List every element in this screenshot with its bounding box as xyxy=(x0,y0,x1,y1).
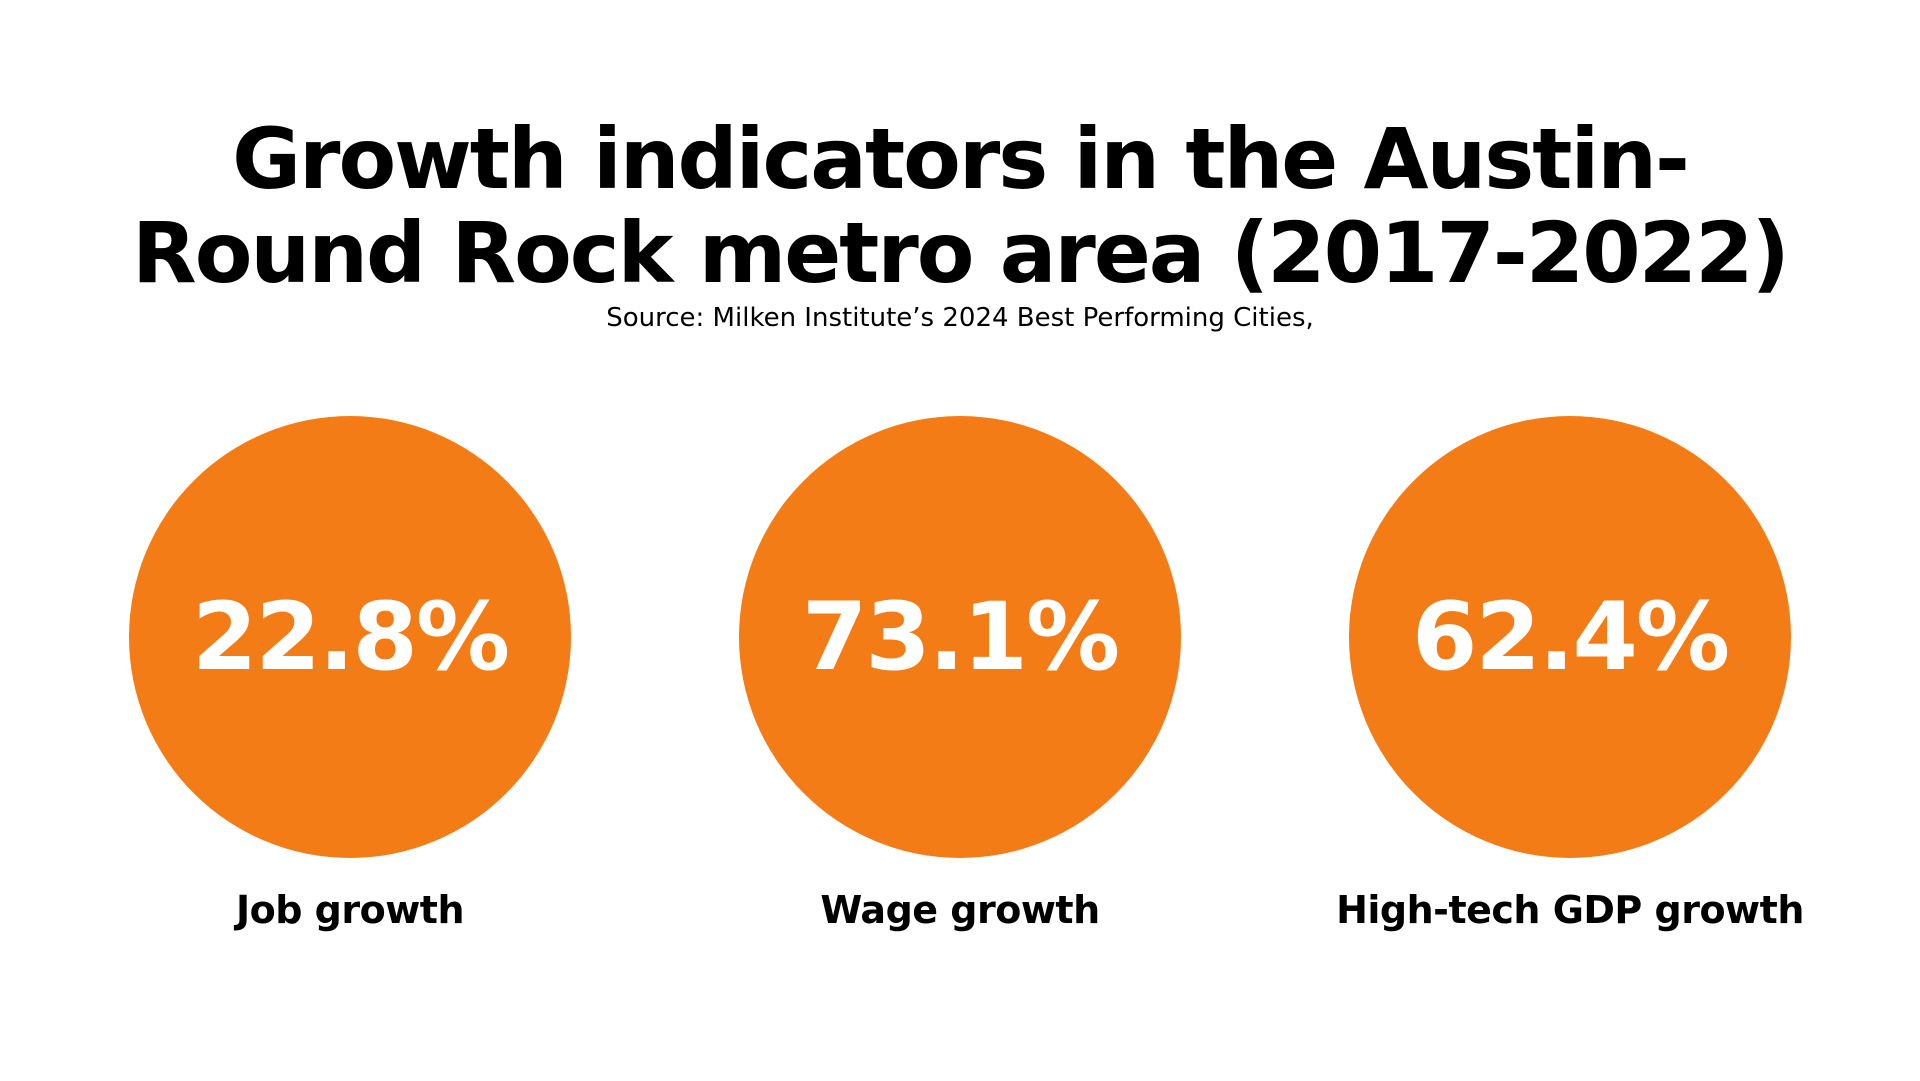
chart-title-line-1: Growth indicators in the Austin- xyxy=(232,110,1690,208)
source-note: Source: Milken Institute’s 2024 Best Per… xyxy=(606,303,1314,333)
chart-title-line-2: Round Rock metro area (2017-2022) xyxy=(132,204,1790,302)
stat-value: 73.1% xyxy=(801,582,1120,692)
stat-circle: 62.4% xyxy=(1349,416,1791,858)
stat-high-tech-gdp-growth: 62.4% High-tech GDP growth xyxy=(1220,416,1920,936)
chart-title: Growth indicators in the Austin- Round R… xyxy=(0,112,1920,300)
stat-job-growth: 22.8% Job growth xyxy=(0,416,700,936)
stat-wage-growth: 73.1% Wage growth xyxy=(610,416,1310,936)
stat-circle: 73.1% xyxy=(739,416,1181,858)
stat-circle: 22.8% xyxy=(129,416,571,858)
stat-label: Wage growth xyxy=(820,888,1100,932)
stat-label: High-tech GDP growth xyxy=(1336,888,1804,932)
stat-label: Job growth xyxy=(235,888,465,932)
stat-value: 22.8% xyxy=(191,582,510,692)
stat-value: 62.4% xyxy=(1411,582,1730,692)
